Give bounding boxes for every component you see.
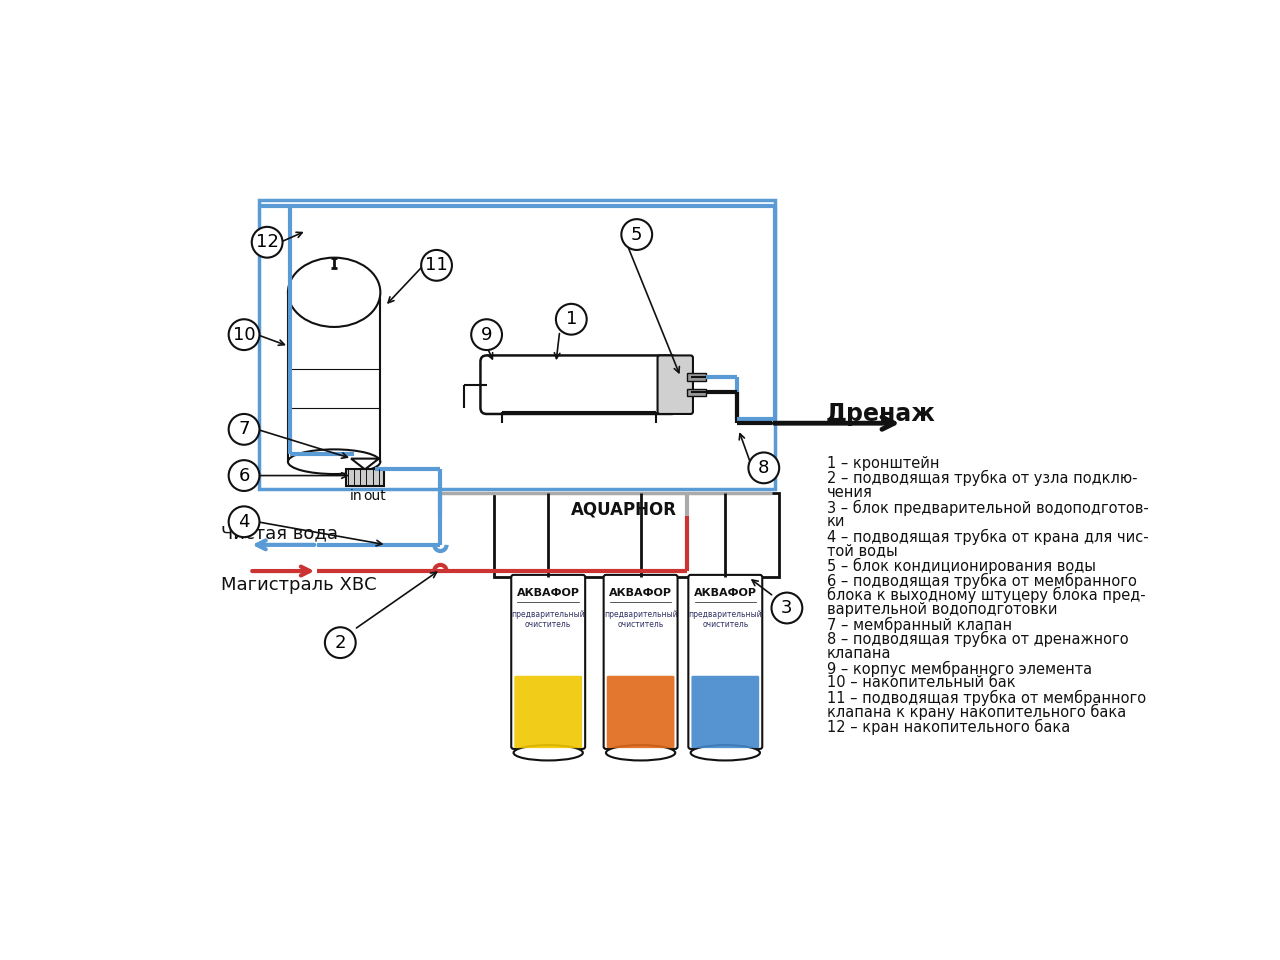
Text: предварительный
очиститель: предварительный очиститель <box>604 610 677 629</box>
FancyBboxPatch shape <box>691 676 759 748</box>
Text: 4 – подводящая трубка от крана для чис-: 4 – подводящая трубка от крана для чис- <box>827 529 1148 545</box>
Text: Магистраль ХВС: Магистраль ХВС <box>221 576 376 594</box>
Circle shape <box>621 219 652 250</box>
Text: 10: 10 <box>233 325 256 344</box>
Text: 6: 6 <box>238 467 250 485</box>
Text: 12 – кран накопительного бака: 12 – кран накопительного бака <box>827 719 1070 735</box>
Bar <box>260 200 776 489</box>
Text: той воды: той воды <box>827 543 897 559</box>
Bar <box>687 373 707 381</box>
Text: АКВАФОР: АКВАФОР <box>609 588 672 597</box>
Text: 10 – накопительный бак: 10 – накопительный бак <box>827 675 1015 690</box>
Ellipse shape <box>288 449 380 474</box>
Text: 9: 9 <box>481 325 493 344</box>
Bar <box>288 292 380 462</box>
Text: 6 – подводящая трубка от мембранного: 6 – подводящая трубка от мембранного <box>827 572 1137 588</box>
Text: AQUAPHOR: AQUAPHOR <box>571 500 677 518</box>
Circle shape <box>772 592 803 623</box>
Text: 5: 5 <box>631 226 643 244</box>
Text: 4: 4 <box>238 513 250 531</box>
Polygon shape <box>351 459 379 469</box>
FancyBboxPatch shape <box>689 575 763 749</box>
Ellipse shape <box>513 745 582 760</box>
Text: 8: 8 <box>758 459 769 477</box>
Text: 7 – мембранный клапан: 7 – мембранный клапан <box>827 616 1012 633</box>
Text: out: out <box>362 490 385 503</box>
Text: 1: 1 <box>566 310 577 328</box>
Text: 5 – блок кондиционирования воды: 5 – блок кондиционирования воды <box>827 558 1096 574</box>
Circle shape <box>471 320 502 350</box>
FancyBboxPatch shape <box>480 355 677 414</box>
Text: ки: ки <box>827 514 846 529</box>
Text: 7: 7 <box>238 420 250 439</box>
Text: чения: чения <box>827 485 873 500</box>
Text: in: in <box>349 490 362 503</box>
Bar <box>494 492 780 577</box>
Bar <box>346 469 384 487</box>
Text: предварительный
очиститель: предварительный очиститель <box>512 610 585 629</box>
Circle shape <box>421 250 452 280</box>
FancyBboxPatch shape <box>604 575 677 749</box>
Circle shape <box>229 414 260 444</box>
Text: АКВАФОР: АКВАФОР <box>517 588 580 597</box>
Text: 12: 12 <box>256 233 279 252</box>
Text: блока к выходному штуцеру блока пред-: блока к выходному штуцеру блока пред- <box>827 588 1146 604</box>
Ellipse shape <box>288 257 380 327</box>
Circle shape <box>325 627 356 658</box>
Ellipse shape <box>691 745 760 760</box>
Text: 2: 2 <box>334 634 346 652</box>
FancyBboxPatch shape <box>515 676 582 748</box>
Circle shape <box>749 452 780 483</box>
Text: 11 – подводящая трубка от мембранного: 11 – подводящая трубка от мембранного <box>827 689 1146 706</box>
Bar <box>687 389 707 396</box>
FancyBboxPatch shape <box>607 676 675 748</box>
Ellipse shape <box>605 745 676 760</box>
Circle shape <box>229 320 260 350</box>
Circle shape <box>229 460 260 491</box>
Text: АКВАФОР: АКВАФОР <box>694 588 756 597</box>
Text: 9 – корпус мембранного элемента: 9 – корпус мембранного элемента <box>827 660 1092 677</box>
Circle shape <box>556 304 586 335</box>
Text: 3: 3 <box>781 599 792 617</box>
Text: Чистая вода: Чистая вода <box>221 524 338 542</box>
Circle shape <box>252 227 283 257</box>
Text: 3 – блок предварительной водоподготов-: 3 – блок предварительной водоподготов- <box>827 499 1148 516</box>
Text: 1 – кронштейн: 1 – кронштейн <box>827 456 940 470</box>
Text: предварительный
очиститель: предварительный очиститель <box>689 610 762 629</box>
Text: варительной водоподготовки: варительной водоподготовки <box>827 602 1057 617</box>
FancyBboxPatch shape <box>658 355 692 414</box>
Text: клапана к крану накопительного бака: клапана к крану накопительного бака <box>827 705 1126 720</box>
Text: клапана: клапана <box>827 646 891 660</box>
Text: 8 – подводящая трубка от дренажного: 8 – подводящая трубка от дренажного <box>827 631 1129 647</box>
Text: Дренаж: Дренаж <box>826 402 936 426</box>
Text: 11: 11 <box>425 256 448 275</box>
FancyBboxPatch shape <box>511 575 585 749</box>
Circle shape <box>229 506 260 538</box>
Text: 2 – подводящая трубка от узла подклю-: 2 – подводящая трубка от узла подклю- <box>827 470 1138 487</box>
